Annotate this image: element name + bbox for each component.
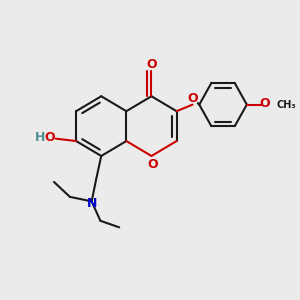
Text: O: O bbox=[260, 97, 270, 110]
Text: CH₃: CH₃ bbox=[277, 100, 297, 110]
Text: O: O bbox=[148, 158, 158, 171]
Text: N: N bbox=[86, 197, 97, 210]
Text: O: O bbox=[146, 58, 157, 71]
Text: O: O bbox=[44, 131, 55, 144]
Text: O: O bbox=[187, 92, 198, 104]
Text: H: H bbox=[35, 131, 45, 144]
